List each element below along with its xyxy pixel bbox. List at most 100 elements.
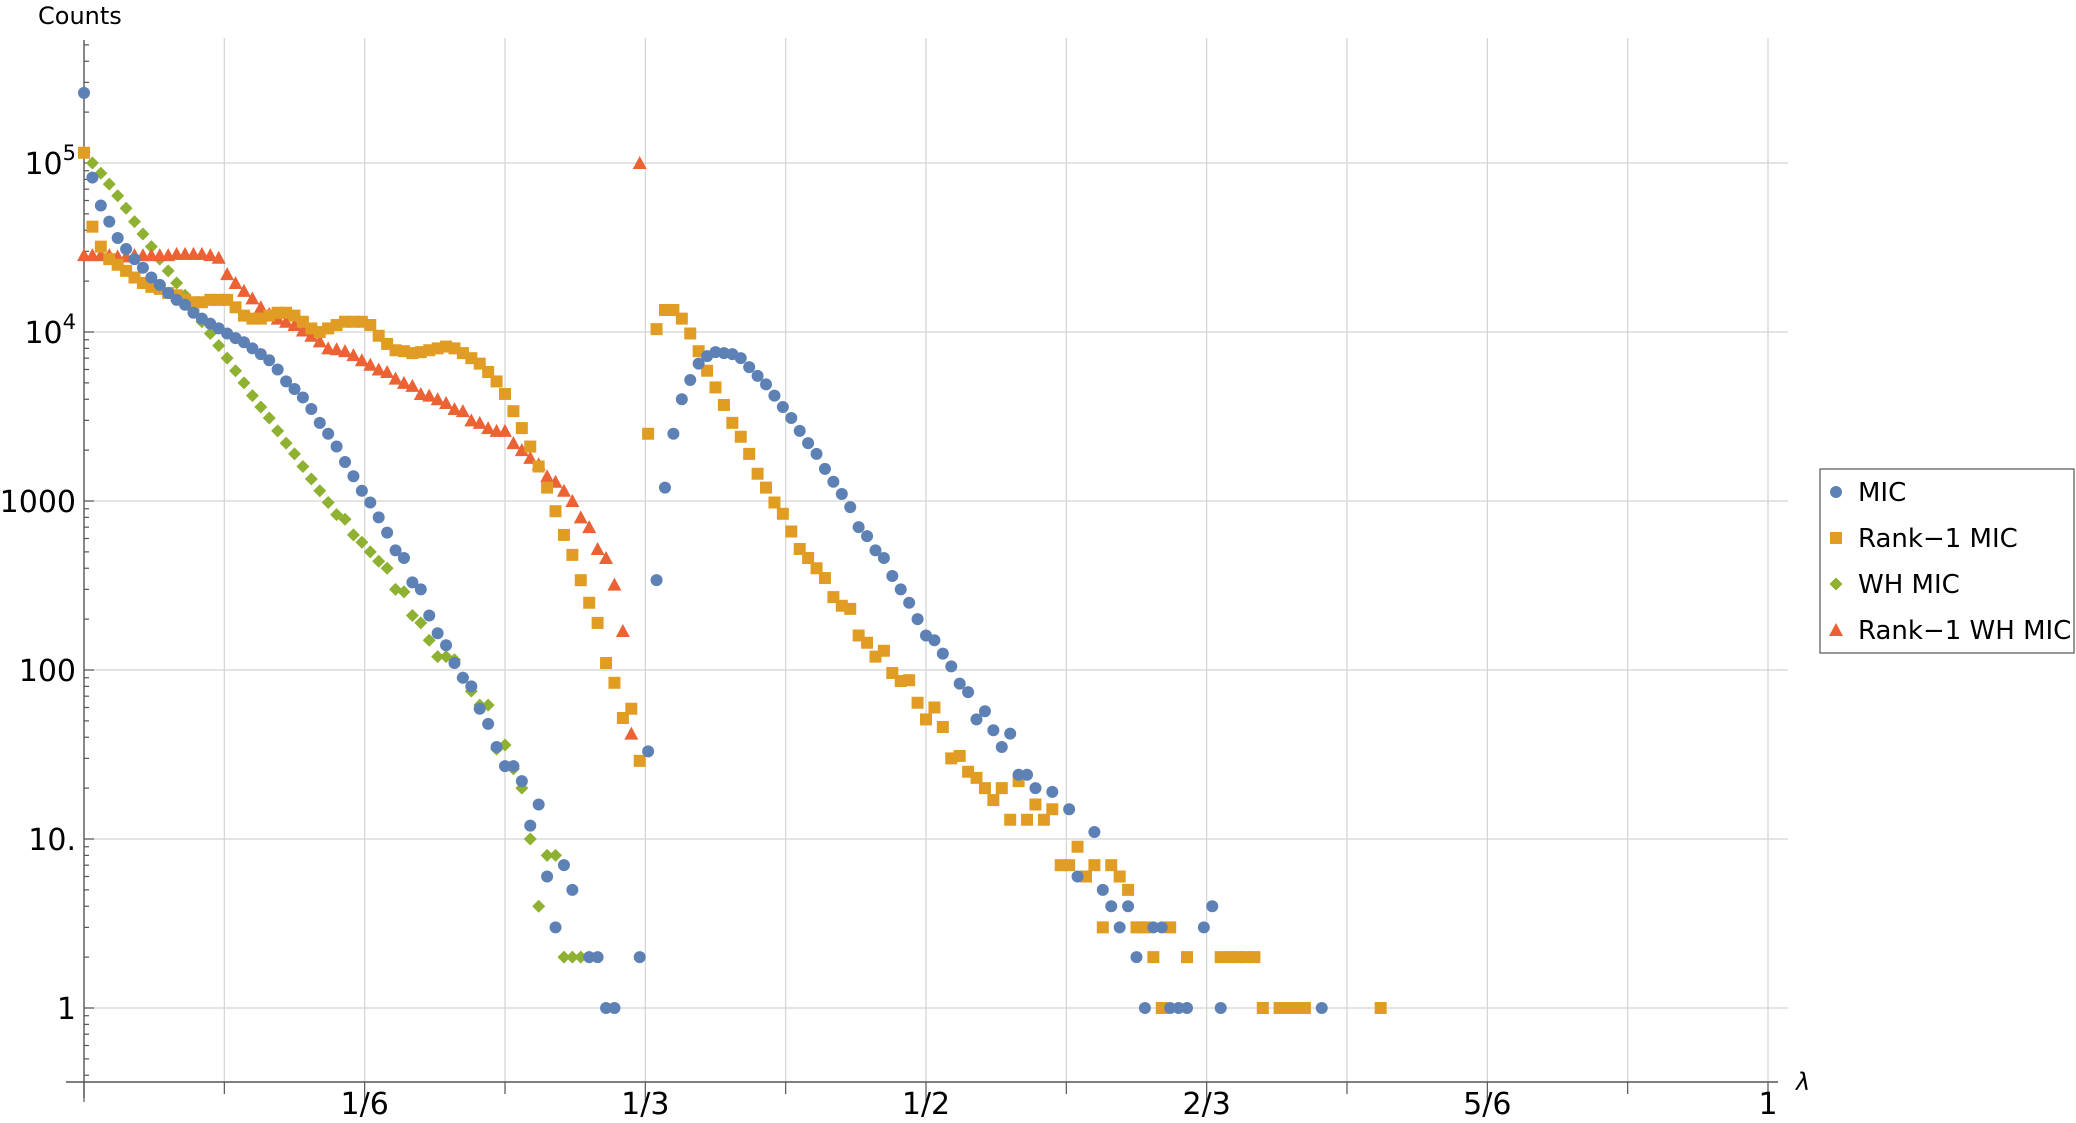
rank-1-mic-point xyxy=(1122,883,1135,896)
rank-1-wh-mic-point xyxy=(413,386,428,400)
mic-point xyxy=(734,352,747,365)
rank-1-wh-mic-point xyxy=(582,520,597,534)
rank-1-mic-point xyxy=(1046,803,1059,816)
wh-mic-point xyxy=(144,240,158,254)
mic-point xyxy=(86,171,99,184)
mic-point xyxy=(490,741,503,754)
rank-1-mic-point xyxy=(1029,798,1042,811)
mic-point xyxy=(743,361,756,374)
mic-point xyxy=(1096,883,1109,896)
mic-point xyxy=(330,440,343,453)
wh-mic-point xyxy=(136,227,150,241)
rank-1-wh-mic-point xyxy=(388,371,403,385)
mic-point xyxy=(1046,785,1059,798)
mic-point xyxy=(675,393,688,406)
rank-1-mic-point xyxy=(936,720,949,733)
mic-point xyxy=(1130,951,1143,964)
rank-1-mic-point xyxy=(1037,813,1050,826)
mic-point xyxy=(1206,900,1219,913)
rank-1-mic-point xyxy=(1088,859,1101,872)
wh-mic-point xyxy=(279,436,293,450)
wh-mic-point xyxy=(111,189,125,203)
mic-point xyxy=(120,242,133,255)
mic-point xyxy=(1197,921,1210,934)
mic-point xyxy=(103,215,116,228)
mic-point xyxy=(970,713,983,726)
mic-point xyxy=(835,488,848,501)
rank-1-mic-point xyxy=(557,528,570,541)
mic-point xyxy=(296,391,309,404)
mic-point xyxy=(1147,921,1160,934)
mic-point xyxy=(1012,768,1025,781)
rank-1-mic-point xyxy=(1164,921,1177,934)
rank-1-wh-mic-point xyxy=(506,436,521,450)
y-tick-label: 1 xyxy=(57,992,76,1027)
rank-1-wh-mic-point xyxy=(556,483,571,497)
rank-1-wh-mic-point xyxy=(405,378,420,392)
rank-1-mic-point xyxy=(633,754,646,767)
mic-point xyxy=(524,819,537,832)
wh-mic-point xyxy=(170,276,184,290)
mic-point xyxy=(162,287,175,300)
wh-mic-point xyxy=(102,177,116,191)
rank-1-wh-mic-point xyxy=(354,353,369,367)
mic-point xyxy=(810,447,823,460)
x-tick-label: 5/6 xyxy=(1463,1087,1511,1122)
mic-point xyxy=(78,86,90,99)
wh-mic-point xyxy=(254,400,268,414)
wh-mic-point xyxy=(346,528,360,542)
rank-1-mic-point xyxy=(810,562,823,575)
rank-1-wh-mic-point xyxy=(481,421,496,435)
legend-marker xyxy=(1829,623,1843,636)
mic-point xyxy=(515,775,528,788)
legend-label: Rank−1 MIC xyxy=(1858,524,2018,554)
rank-1-wh-mic-point xyxy=(211,250,226,264)
wh-mic-point xyxy=(532,899,546,913)
rank-1-mic-point xyxy=(642,427,655,440)
rank-1-wh-mic-point xyxy=(464,413,479,427)
rank-1-mic-point xyxy=(1298,1002,1311,1014)
rank-1-mic-point xyxy=(877,644,890,657)
mic-point xyxy=(145,271,158,284)
wh-mic-point xyxy=(422,633,436,647)
legend-marker xyxy=(1830,532,1842,544)
rank-1-mic-point xyxy=(776,507,789,520)
mic-point xyxy=(507,760,520,773)
mic-point xyxy=(1122,900,1135,913)
axes: 1 10. 100 1000 104 105 1/6 1/3 1/2 2/3 5/6 1 xyxy=(0,40,1778,1122)
mic-point xyxy=(280,375,293,388)
mic-point xyxy=(440,639,453,652)
y-tick-label: 100 xyxy=(19,654,76,689)
rank-1-wh-mic-point xyxy=(514,443,529,457)
legend-marker xyxy=(1830,486,1842,498)
legend-box xyxy=(1819,468,2075,654)
wh-mic-point xyxy=(229,364,243,378)
rank-1-mic-point xyxy=(1155,1002,1168,1014)
rank-1-mic-point xyxy=(1248,951,1261,964)
mic-point xyxy=(1164,1002,1177,1014)
rank-1-mic-point xyxy=(1071,840,1084,853)
mic-point xyxy=(136,261,149,274)
mic-point xyxy=(456,671,469,684)
rank-1-wh-mic-point xyxy=(279,314,294,328)
mic-point xyxy=(658,481,671,494)
mic-point xyxy=(465,680,478,693)
mic-point xyxy=(414,583,427,596)
mic-point xyxy=(1105,900,1118,913)
mic-point xyxy=(549,921,562,934)
mic-point xyxy=(936,647,949,660)
mic-point xyxy=(246,342,259,355)
mic-point xyxy=(953,677,966,690)
mic-point xyxy=(1113,921,1126,934)
rank-1-mic-point xyxy=(532,460,545,473)
mic-point xyxy=(566,883,579,896)
rank-1-wh-mic-point xyxy=(430,392,445,406)
rank-1-mic-point xyxy=(364,319,377,332)
rank-1-mic-point xyxy=(1181,951,1194,964)
mic-point xyxy=(894,583,907,596)
wh-mic-point xyxy=(372,554,386,568)
rank-1-mic-point xyxy=(675,312,688,325)
wh-mic-point xyxy=(220,351,234,365)
wh-mic-point xyxy=(557,950,571,964)
rank-1-mic-point xyxy=(751,467,764,480)
